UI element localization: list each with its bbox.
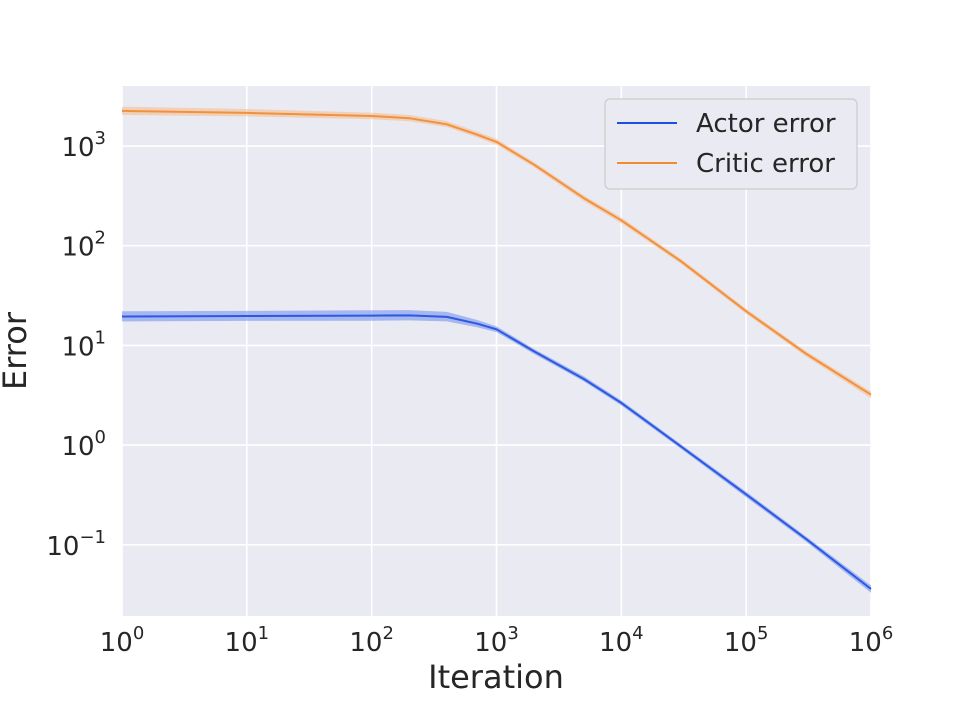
x-tick-labels: 100 101 102 103 104 105 106 (100, 623, 894, 658)
x-tick-base: 10 (349, 628, 382, 658)
y-axis-label: Error (0, 311, 34, 390)
x-tick-exponent: 1 (258, 623, 269, 644)
x-tick-base: 10 (849, 628, 882, 658)
x-tick-base: 10 (225, 628, 258, 658)
y-tick-exponent: 1 (95, 327, 106, 348)
series-line-0 (121, 314, 872, 590)
x-tick-label: 101 (225, 623, 270, 658)
x-tick-label: 106 (849, 623, 894, 658)
x-tick-label: 104 (599, 623, 644, 658)
y-tick-base: 10 (61, 432, 94, 462)
x-tick-base: 10 (724, 628, 757, 658)
y-tick-label: 103 (61, 128, 106, 163)
y-tick-base: 10 (61, 133, 94, 163)
y-tick-base: 10 (61, 233, 94, 263)
x-tick-exponent: 5 (757, 623, 768, 644)
y-tick-label: 102 (61, 228, 106, 263)
x-tick-label: 103 (474, 623, 519, 658)
x-tick-label: 105 (724, 623, 769, 658)
legend-label-1: Critic error (696, 149, 835, 179)
x-tick-exponent: 3 (507, 623, 518, 644)
y-tick-base: 10 (46, 532, 79, 562)
y-tick-base: 10 (61, 332, 94, 362)
y-tick-label: 101 (61, 327, 106, 362)
y-tick-exponent: 0 (95, 427, 106, 448)
x-tick-exponent: 6 (882, 623, 893, 644)
x-tick-exponent: 0 (133, 623, 144, 644)
x-tick-base: 10 (100, 628, 133, 658)
x-gridlines (121, 86, 872, 616)
legend-box (604, 98, 858, 190)
x-tick-base: 10 (599, 628, 632, 658)
x-axis-label: Iteration (428, 658, 564, 696)
x-tick-exponent: 2 (382, 623, 393, 644)
y-tick-label: 100 (61, 427, 106, 462)
x-tick-exponent: 4 (632, 623, 643, 644)
y-tick-exponent: −1 (79, 527, 106, 548)
series-line-1 (121, 109, 872, 396)
y-tick-exponent: 3 (95, 128, 106, 149)
y-tick-label: 10−1 (46, 527, 106, 562)
x-tick-label: 100 (100, 623, 145, 658)
series-layer (121, 106, 872, 593)
x-tick-label: 102 (349, 623, 394, 658)
legend: Actor error Critic error (604, 98, 858, 190)
y-tick-exponent: 2 (95, 228, 106, 249)
legend-label-0: Actor error (696, 109, 836, 139)
x-tick-base: 10 (474, 628, 507, 658)
